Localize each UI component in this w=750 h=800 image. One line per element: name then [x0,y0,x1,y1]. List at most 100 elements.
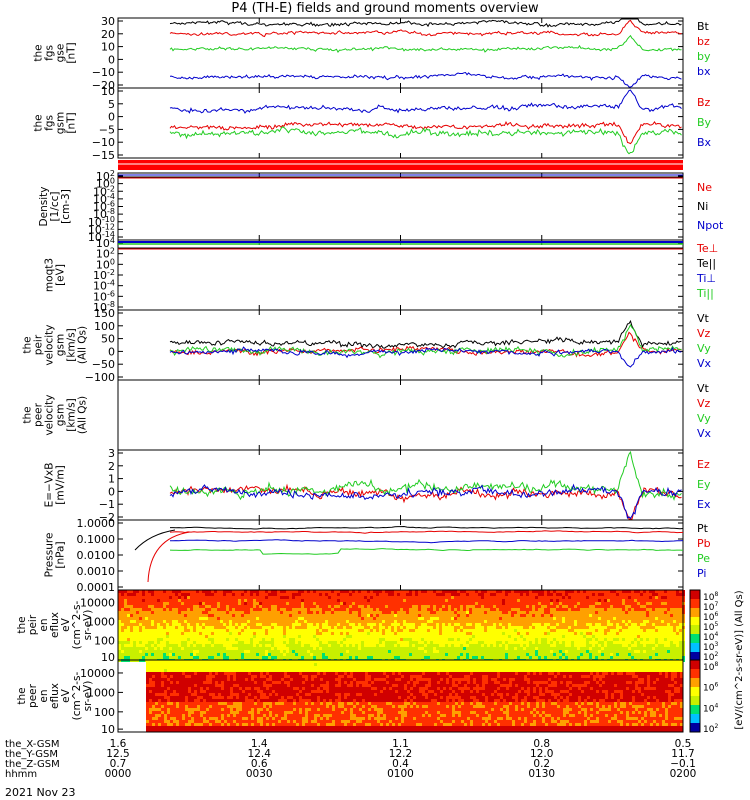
legend-Te||: Te|| [696,257,716,270]
series-line-Vz [169,331,682,358]
tick-label: 0 [108,485,115,498]
tick-label: 104 [703,702,718,714]
y-axis-label: sr-eV) [82,681,94,712]
tick-label: 0.1000 [77,533,116,546]
y-axis-label: eV [60,617,72,631]
legend-Vz: Vz [697,327,711,340]
tick-label: −100 [85,371,115,384]
panel-temperature: moqt3 [eV]10410210010-210-410-610-8Te⊥Te|… [44,236,719,314]
pressure-rise-black [134,529,176,551]
legend-Pi: Pi [697,567,706,580]
x-tick-label: 11.7 [671,748,694,760]
y-axis-label: gsm [55,404,67,426]
series-line-bx [169,71,682,88]
legend-Vt: Vt [697,382,710,395]
y-axis-label: gse [55,44,67,63]
y-axis-label: (cm^2-s- [71,600,83,649]
x-tick-label: 12.0 [530,748,553,760]
y-axis-label: peir [27,614,39,635]
tick-label: −2 [99,511,115,524]
legend-Vx: Vx [697,357,712,370]
series-line-Vx [169,346,682,368]
y-axis-label: eV [60,688,72,702]
legend-Ez: Ez [697,458,710,471]
y-axis-label: [km/s] [66,398,78,432]
tick-label: 0 [108,53,115,66]
y-axis-label: en [38,689,50,702]
y-axis-label: peir [33,334,45,355]
tick-label: 10000 [80,667,115,680]
y-axis-label: gsm [55,334,67,356]
legend-Vy: Vy [697,412,711,425]
tick-label: 0 [108,111,115,124]
legend-Vz: Vz [697,397,711,410]
legend-Ni: Ni [697,200,708,213]
legend-by: by [697,50,711,63]
tick-label: 106 [703,682,718,694]
legend-Ex: Ex [697,498,711,511]
y-axis-label: fgs [44,45,56,61]
panel-frame [117,519,684,591]
series-line-Pt [170,525,684,530]
y-axis-label: (All Qs) [77,396,89,434]
legend-Te⊥: Te⊥ [696,242,718,255]
y-axis-label: eflux [49,612,61,638]
y-axis-label: sr-eV) [82,610,94,641]
legend-Bx: Bx [697,136,712,149]
legend-Vx: Vx [697,427,712,440]
y-axis-label: (All Qs) [77,326,89,364]
x-axis-row-label: the_X-GSM [5,739,59,750]
panel-frame [117,309,684,381]
legend-bz: bz [697,35,710,48]
tick-label: 10 [101,651,115,664]
x-tick-label: 0030 [246,768,273,780]
legend-Ne: Ne [697,181,712,194]
y-axis-label: the [33,114,45,131]
x-axis-row-label: the_Y-GSM [5,749,58,760]
series-line-Bz [169,120,682,145]
tick-label: −1 [99,498,115,511]
panel-frame [117,659,684,733]
x-tick-label: 0.7 [110,758,127,770]
tick-label: 0.0100 [77,549,116,562]
x-tick-label: 12.2 [389,748,412,760]
x-tick-label: 12.4 [248,748,272,760]
y-axis-label: Density [38,187,50,227]
y-axis-label: [eV] [55,264,67,286]
x-axis-row-label: the_Z-GSM [5,759,60,770]
tick-label: 1 [108,473,115,486]
x-tick-label: 0.6 [251,758,268,770]
series-line-Bt [169,18,682,28]
series-line-Pb [169,530,684,534]
x-tick-label: 0000 [105,768,132,780]
y-axis-label: [mV/m] [55,465,67,504]
colorbar [689,659,701,733]
panel-peer_en_eflux: the peer en eflux eV (cm^2-s-sr-eV)10000 1000 1… [16,659,718,736]
tick-label: 1.0000 [77,517,116,530]
series-line-Pe [169,548,684,555]
y-axis-label: fgs [44,115,56,131]
y-axis-label: velocity [44,394,56,435]
y-axis-label: [nT] [66,42,78,63]
y-axis-label: moqt3 [44,258,56,292]
x-tick-label: 0.4 [392,758,409,770]
y-axis-label: Pressure [44,533,56,578]
series-line-Ez [169,483,682,520]
x-tick-label: 0.8 [533,738,550,750]
tick-label: 0 [108,345,115,358]
tick-label: 30 [101,15,115,28]
series-line-Ex [169,483,682,520]
tick-label: 0.0001 [77,581,116,594]
legend-Bt: Bt [697,20,710,33]
y-axis-label: gsm [55,112,67,134]
legend-Vy: Vy [697,342,711,355]
panel-frame [117,379,684,451]
series-line-bz [169,19,682,38]
legend-Npot: Npot [697,219,724,232]
y-axis-label: [1/cc] [49,192,61,222]
pressure-rise [147,531,191,583]
x-tick-label: 0130 [528,768,555,780]
